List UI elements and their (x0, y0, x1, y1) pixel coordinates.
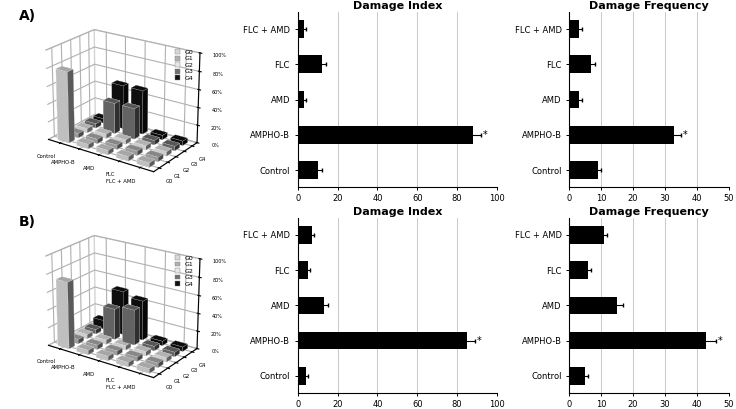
Bar (297, 226, 311, 244)
Bar (569, 126, 674, 144)
Legend: G0, G1, G2, G3, G4: G0, G1, G2, G3, G4 (172, 47, 196, 83)
Text: *: * (682, 130, 687, 140)
Bar (297, 161, 317, 179)
Text: A): A) (19, 9, 36, 23)
Bar (569, 56, 592, 73)
Title: Damage Frequency: Damage Frequency (589, 2, 709, 11)
Bar (569, 367, 585, 385)
Bar (297, 367, 305, 385)
Bar (297, 56, 322, 73)
Text: *: * (477, 336, 482, 346)
Bar (569, 261, 588, 279)
Bar (297, 126, 473, 144)
Title: Damage Frequency: Damage Frequency (589, 207, 709, 217)
Bar (297, 261, 308, 279)
Bar (569, 91, 578, 108)
Bar (297, 91, 304, 108)
Text: *: * (718, 336, 722, 346)
Bar (297, 332, 467, 349)
Title: Damage Index: Damage Index (353, 207, 442, 217)
Bar (297, 20, 304, 38)
Text: B): B) (19, 215, 36, 229)
Title: Damage Index: Damage Index (353, 2, 442, 11)
Bar (569, 20, 578, 38)
Bar (569, 161, 598, 179)
Text: *: * (483, 130, 488, 140)
Bar (297, 297, 324, 314)
Bar (569, 226, 604, 244)
Legend: G0, G1, G2, G3, G4: G0, G1, G2, G3, G4 (172, 253, 196, 289)
Bar (569, 297, 617, 314)
Bar (569, 332, 707, 349)
